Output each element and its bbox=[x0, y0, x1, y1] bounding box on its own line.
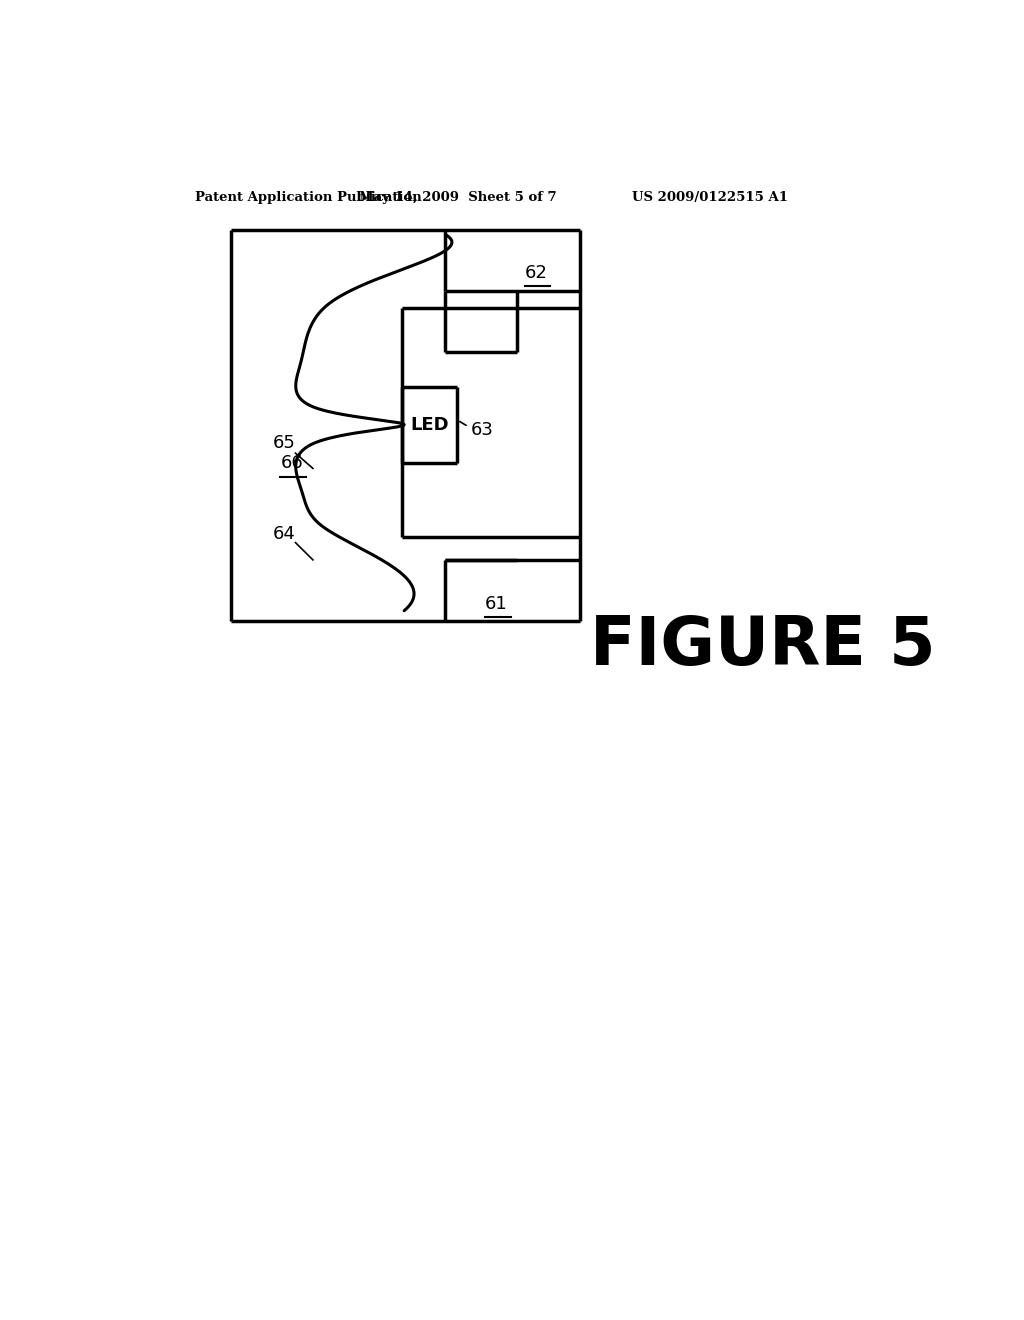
Text: 62: 62 bbox=[524, 264, 548, 282]
Text: 63: 63 bbox=[471, 421, 494, 438]
Text: May 14, 2009  Sheet 5 of 7: May 14, 2009 Sheet 5 of 7 bbox=[358, 190, 556, 203]
Text: Patent Application Publication: Patent Application Publication bbox=[196, 190, 422, 203]
Text: 66: 66 bbox=[281, 454, 303, 473]
Text: US 2009/0122515 A1: US 2009/0122515 A1 bbox=[632, 190, 787, 203]
Text: 65: 65 bbox=[273, 434, 296, 451]
Text: LED: LED bbox=[411, 416, 449, 434]
Text: 64: 64 bbox=[273, 525, 296, 544]
Text: FIGURE 5: FIGURE 5 bbox=[590, 614, 936, 680]
Text: 61: 61 bbox=[485, 594, 508, 612]
